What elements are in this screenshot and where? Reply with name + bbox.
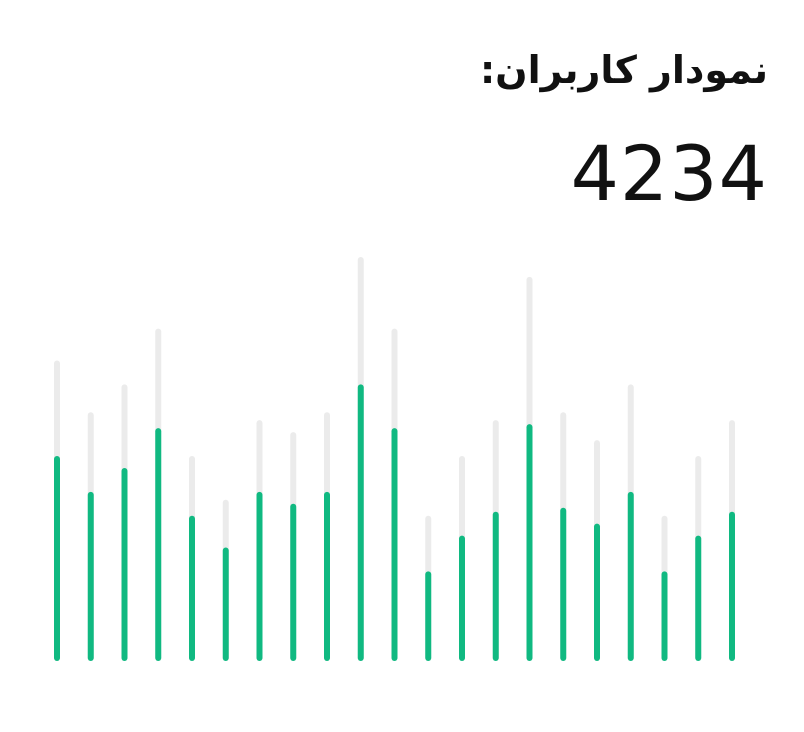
chart-bars bbox=[54, 384, 735, 661]
chart-title: نمودار کاربران: bbox=[479, 48, 768, 92]
total-users-value: 4234 bbox=[570, 129, 768, 218]
